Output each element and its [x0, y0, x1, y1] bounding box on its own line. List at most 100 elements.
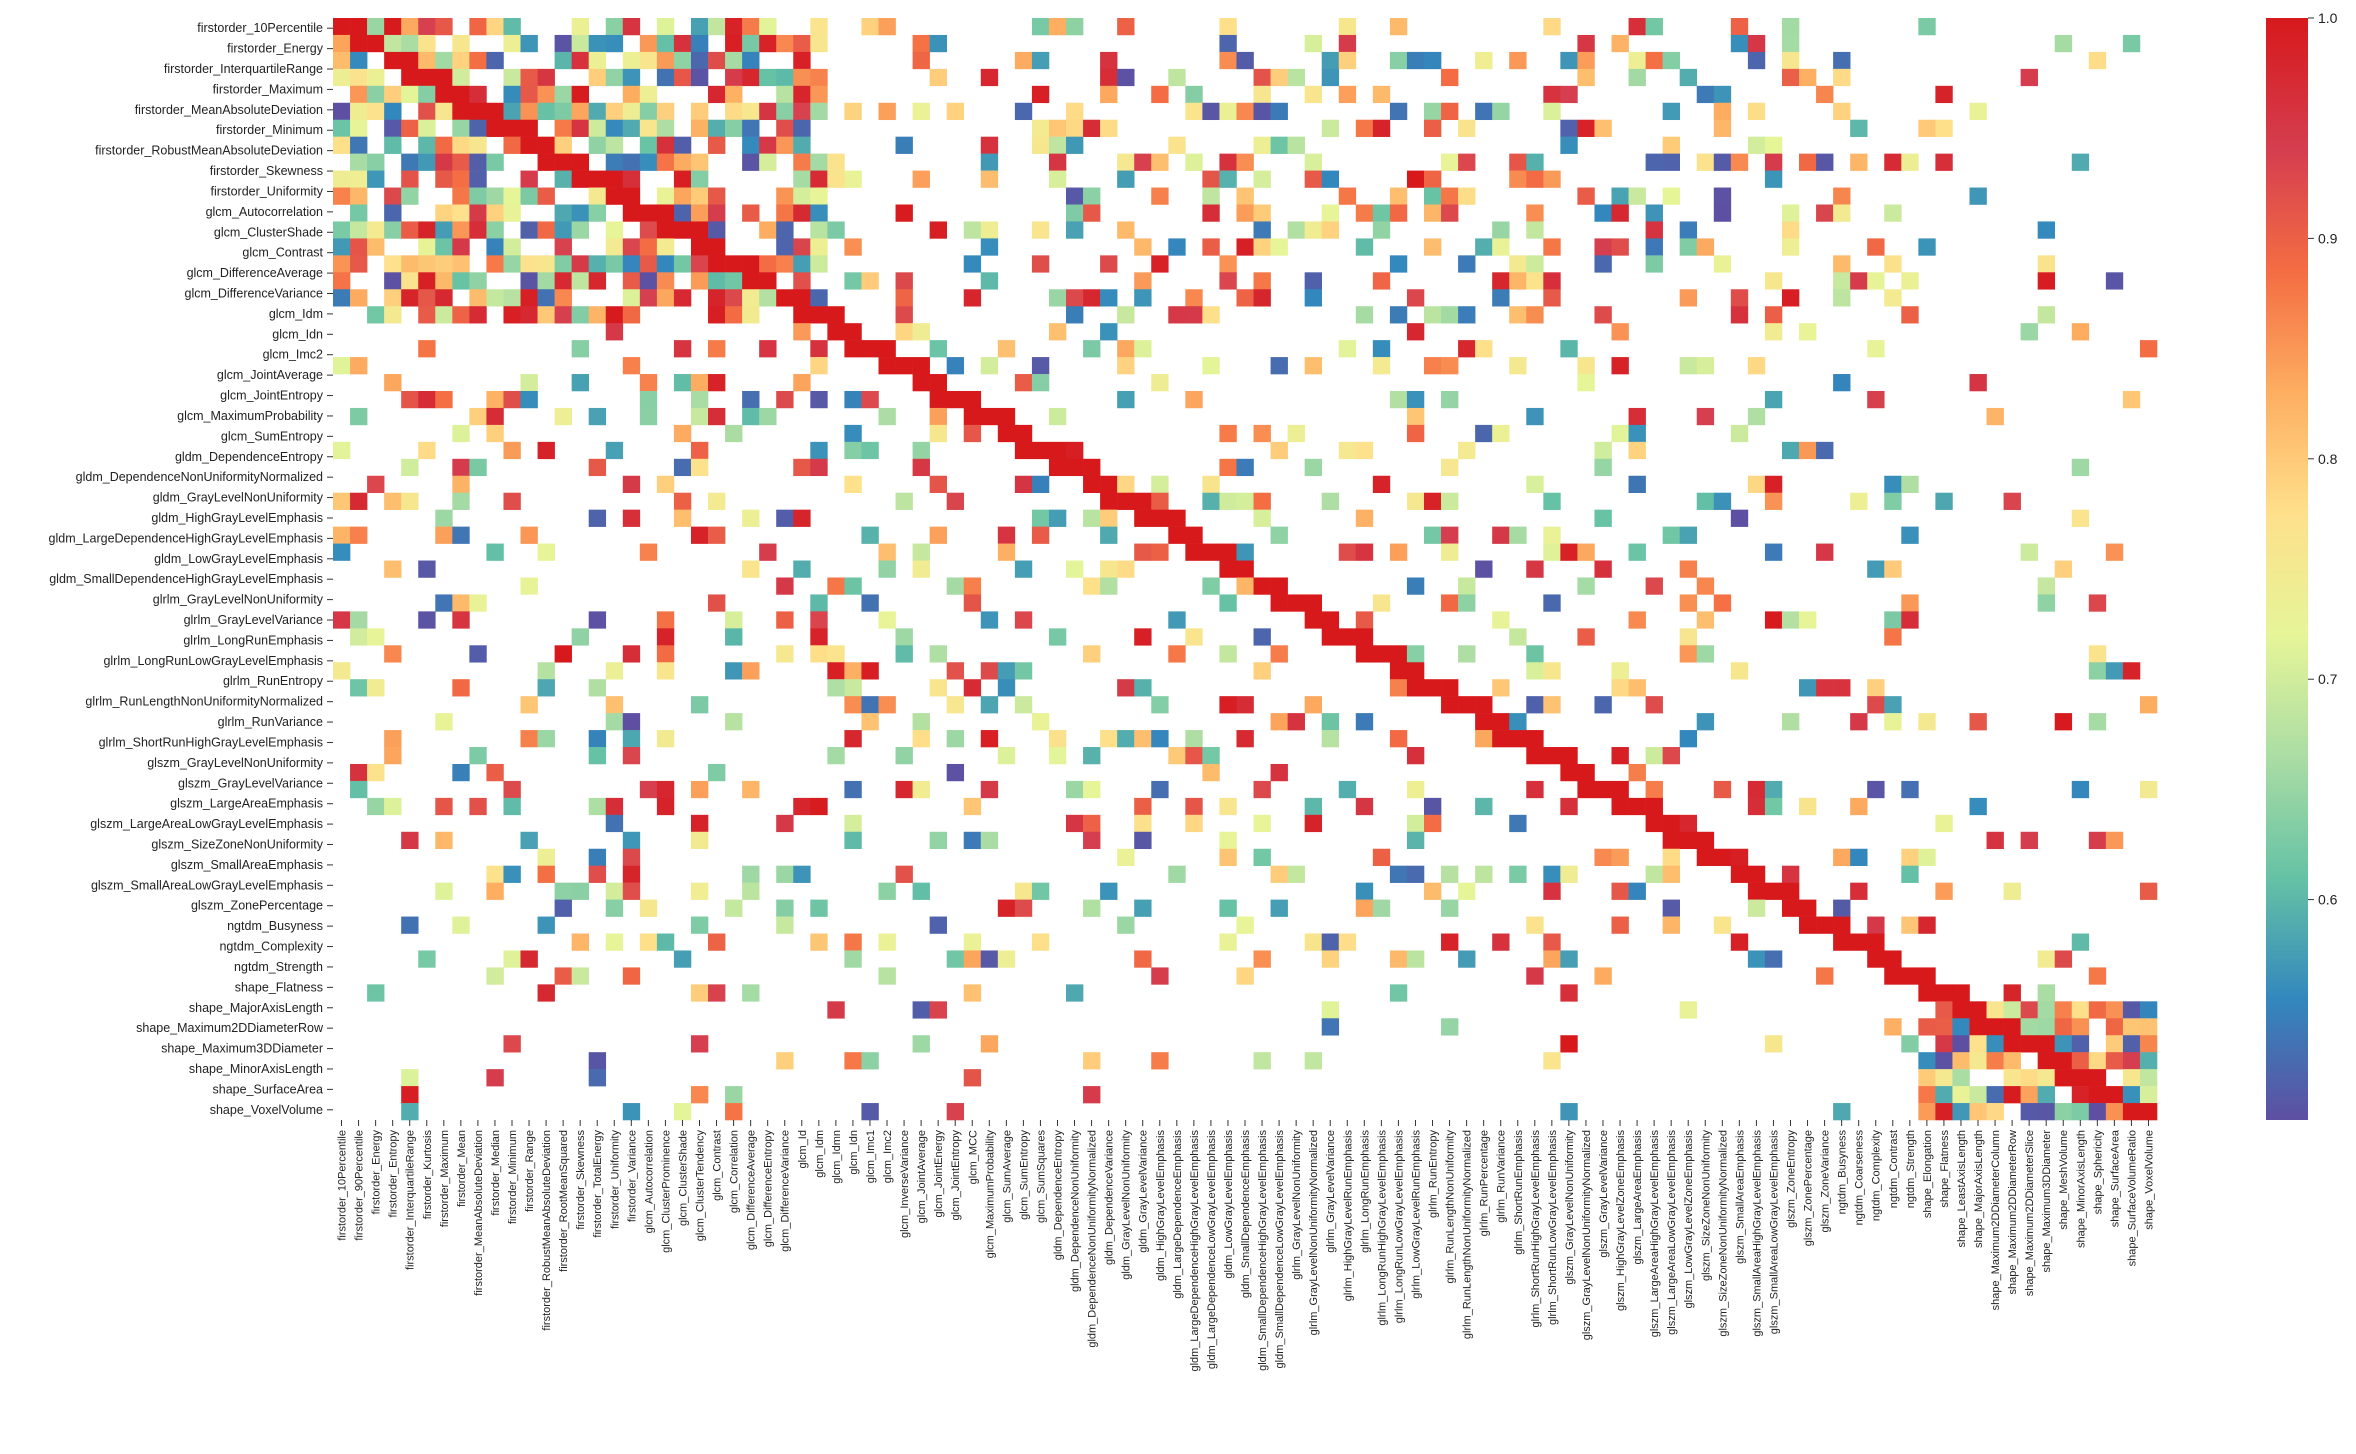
- heatmap-cell: [503, 441, 521, 460]
- heatmap-cell: [1219, 797, 1237, 816]
- heatmap-cell: [1645, 221, 1663, 239]
- x-tick-label: glszm_HighGrayLevelZoneEmphasis: [1615, 1130, 1627, 1311]
- x-tick-label: firstorder_Variance: [626, 1130, 638, 1222]
- heatmap-cell: [1304, 611, 1323, 629]
- y-tick-label: glcm_MaximumProbability: [177, 409, 324, 423]
- heatmap-cell: [1952, 1103, 1970, 1121]
- heatmap-cell: [2037, 1052, 2056, 1070]
- heatmap-cell: [1935, 882, 1953, 900]
- heatmap-cell: [2122, 1001, 2141, 1019]
- heatmap-cell: [1219, 34, 1237, 53]
- heatmap-cell: [333, 221, 351, 239]
- heatmap-cell: [2105, 831, 2124, 850]
- heatmap-cell: [1560, 984, 1578, 1002]
- heatmap-cell: [946, 950, 965, 968]
- heatmap-cell: [1406, 390, 1425, 409]
- heatmap-cell: [1355, 611, 1374, 629]
- heatmap-cell: [1526, 170, 1544, 188]
- heatmap-cell: [1338, 34, 1357, 53]
- y-tick-label: shape_Maximum3DDiameter: [161, 1042, 323, 1056]
- heatmap-cell: [1884, 492, 1902, 510]
- heatmap-cell: [1441, 187, 1459, 205]
- heatmap-cell: [1645, 577, 1663, 595]
- heatmap-cell: [503, 136, 521, 154]
- heatmap-cell: [1406, 170, 1425, 188]
- heatmap-cell: [571, 85, 589, 104]
- heatmap-cell: [912, 730, 930, 748]
- heatmap-cell: [350, 18, 368, 36]
- heatmap-cell: [793, 85, 811, 104]
- heatmap-cell: [656, 68, 675, 87]
- x-tick-label: shape_Sphericity: [2092, 1130, 2104, 1215]
- heatmap-cell: [1918, 18, 1936, 36]
- heatmap-cell: [776, 289, 794, 307]
- heatmap-cell: [963, 831, 982, 850]
- heatmap-cell: [588, 136, 607, 154]
- heatmap-cell: [1083, 289, 1101, 307]
- heatmap-cell: [554, 967, 572, 985]
- heatmap-cell: [384, 289, 402, 307]
- heatmap-cell: [1338, 85, 1357, 104]
- heatmap-cell: [1100, 492, 1118, 510]
- heatmap-cell: [571, 374, 589, 392]
- heatmap-cell: [588, 679, 607, 697]
- heatmap-cell: [1031, 51, 1050, 70]
- heatmap-cell: [690, 696, 709, 714]
- heatmap-cell: [2020, 1001, 2038, 1019]
- heatmap-cell: [486, 221, 504, 239]
- heatmap-cell: [1083, 645, 1101, 663]
- heatmap-cell: [673, 340, 692, 358]
- heatmap-cell: [1066, 204, 1084, 222]
- heatmap-cell: [793, 323, 811, 341]
- heatmap-cell: [776, 645, 794, 663]
- heatmap-cell: [435, 713, 453, 731]
- heatmap-cell: [708, 51, 726, 70]
- heatmap-cell: [912, 170, 930, 188]
- heatmap-cell: [1560, 797, 1578, 816]
- heatmap-cell: [452, 136, 470, 154]
- heatmap-cell: [1406, 51, 1425, 70]
- heatmap-cell: [1543, 85, 1561, 104]
- heatmap-cell: [725, 1103, 743, 1121]
- heatmap-cell: [1066, 119, 1084, 137]
- heatmap-cell: [725, 102, 743, 121]
- heatmap-cell: [2122, 662, 2141, 680]
- heatmap-cell: [452, 153, 470, 171]
- heatmap-cell: [1747, 34, 1766, 53]
- heatmap-cell: [1833, 255, 1851, 273]
- heatmap-cell: [2139, 1001, 2158, 1019]
- heatmap-cell: [1781, 441, 1800, 460]
- heatmap-cell: [1628, 475, 1646, 493]
- heatmap-cell: [1236, 238, 1254, 256]
- heatmap-cell: [708, 407, 726, 426]
- heatmap-cell: [980, 831, 999, 850]
- heatmap-cell: [980, 696, 999, 714]
- heatmap-cell: [1372, 645, 1391, 663]
- x-tick-label: glrlm_RunVariance: [1496, 1130, 1508, 1223]
- heatmap-cell: [622, 102, 641, 121]
- heatmap-cell: [844, 1052, 862, 1070]
- heatmap-cell: [503, 34, 521, 53]
- heatmap-cell: [1185, 85, 1203, 104]
- heatmap-cell: [793, 187, 811, 205]
- heatmap-cell: [1543, 950, 1561, 968]
- heatmap-cell: [537, 848, 555, 866]
- heatmap-cell: [333, 18, 351, 36]
- heatmap-cell: [554, 102, 572, 121]
- heatmap-cell: [2139, 1035, 2158, 1053]
- x-tick-label: shape_Maximum2DDiameterColumn: [1990, 1130, 2002, 1310]
- heatmap-cell: [537, 68, 555, 87]
- heatmap-cell: [1202, 763, 1220, 782]
- heatmap-cell: [1611, 679, 1629, 697]
- heatmap-cell: [1781, 289, 1800, 307]
- heatmap-cell: [1611, 187, 1629, 205]
- heatmap-cell: [1202, 204, 1220, 222]
- heatmap-cell: [929, 679, 947, 697]
- heatmap-cell: [554, 153, 572, 171]
- heatmap-cell: [1406, 831, 1425, 850]
- heatmap-cell: [1475, 797, 1493, 816]
- heatmap-cell: [1696, 492, 1715, 510]
- heatmap-cell: [1253, 272, 1271, 290]
- heatmap-cell: [1679, 1001, 1698, 1019]
- heatmap-cell: [673, 1103, 692, 1121]
